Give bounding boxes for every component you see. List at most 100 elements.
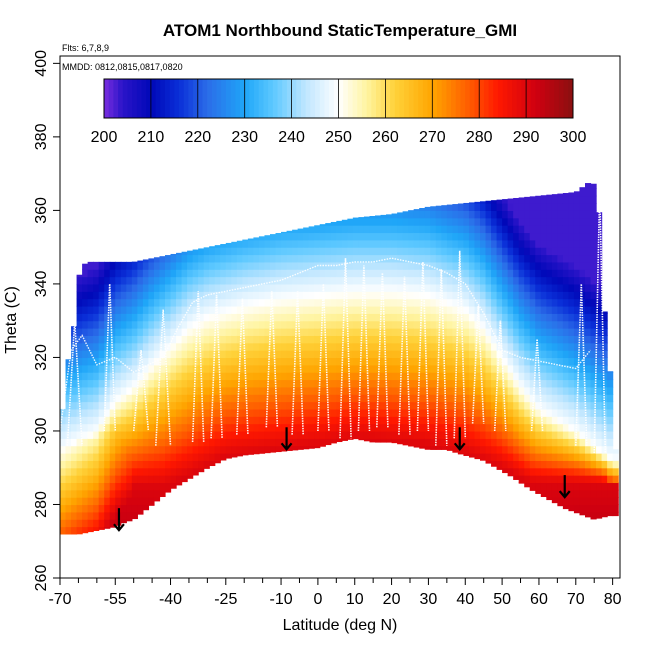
heat-cell <box>380 423 387 432</box>
heat-cell <box>518 269 525 278</box>
heat-cell <box>546 328 553 336</box>
heat-cell <box>601 497 608 506</box>
heat-cell <box>126 467 133 476</box>
heat-cell <box>568 453 575 461</box>
heat-cell <box>435 283 442 292</box>
heat-cell <box>142 489 150 498</box>
heat-cell <box>76 423 83 432</box>
heat-cell <box>225 394 232 403</box>
heat-cell <box>87 379 94 388</box>
heat-cell <box>585 298 592 307</box>
heat-cell <box>485 305 492 314</box>
heat-cell <box>192 379 199 388</box>
heat-cell <box>496 335 503 344</box>
heat-cell <box>131 269 138 278</box>
heat-cell <box>137 357 144 366</box>
heat-cell <box>562 305 570 314</box>
x-axis-label: Latitude (deg N) <box>283 617 398 634</box>
heat-cell <box>524 438 531 447</box>
heat-cell <box>375 225 382 234</box>
heat-cell <box>109 475 116 484</box>
heat-cell <box>93 283 100 292</box>
heat-cell <box>120 394 127 403</box>
heat-cell <box>375 430 382 439</box>
heat-cell <box>314 372 321 381</box>
heat-cell <box>341 342 348 351</box>
heat-cell <box>82 460 89 469</box>
heat-cell <box>457 225 465 234</box>
heat-cell <box>397 328 404 336</box>
heat-cell <box>375 269 382 278</box>
heat-cell <box>126 438 133 447</box>
heat-cell <box>303 445 310 450</box>
heat-cell <box>98 482 105 491</box>
heat-cell <box>176 460 183 469</box>
heat-cell <box>529 453 536 461</box>
heat-cell <box>513 247 520 256</box>
heat-cell <box>98 269 105 278</box>
heat-cell <box>258 276 266 285</box>
heat-cell <box>408 254 415 263</box>
heat-cell <box>397 342 404 351</box>
heat-cell <box>137 260 144 263</box>
heat-cell <box>435 350 442 359</box>
heat-cell <box>325 291 332 300</box>
heat-cell <box>236 416 243 425</box>
heat-cell <box>419 210 426 219</box>
heat-cell <box>579 239 586 248</box>
heat-cell <box>391 328 398 336</box>
heat-cell <box>535 195 542 204</box>
heat-cell <box>203 254 210 263</box>
heat-cell <box>590 276 597 285</box>
heat-cell <box>98 335 105 344</box>
heat-cell <box>568 335 575 344</box>
heat-cell <box>209 313 216 322</box>
heat-cell <box>292 416 299 425</box>
heat-cell <box>557 283 564 292</box>
heat-cell <box>198 342 205 351</box>
heat-cell <box>485 217 492 226</box>
heat-cell <box>402 430 409 439</box>
heat-cell <box>71 526 78 535</box>
heat-cell <box>253 269 260 278</box>
heat-cell <box>480 239 487 248</box>
heat-cell <box>507 460 514 469</box>
heat-cell <box>601 311 608 314</box>
heat-cell <box>518 401 525 410</box>
colorbar-cell <box>202 79 208 118</box>
heat-cell <box>535 460 542 469</box>
heat-cell <box>480 364 487 373</box>
heat-cell <box>524 313 531 322</box>
heat-cell <box>540 210 547 219</box>
heat-cell <box>286 386 293 395</box>
heat-cell <box>546 247 553 256</box>
heat-cell <box>601 467 608 476</box>
heat-cell <box>529 298 536 307</box>
heat-cell <box>375 416 382 425</box>
heat-cell <box>93 430 100 439</box>
heat-cell <box>170 401 177 410</box>
heat-cell <box>264 394 271 403</box>
heat-cell <box>137 261 144 270</box>
heat-cell <box>109 291 116 300</box>
heat-cell <box>347 430 354 439</box>
heat-cell <box>98 283 105 292</box>
heat-cell <box>380 364 387 373</box>
heat-cell <box>568 445 575 454</box>
heat-cell <box>491 305 498 314</box>
heat-cell <box>480 328 487 336</box>
heat-cell <box>612 449 619 454</box>
heat-cell <box>435 305 442 314</box>
heat-cell <box>513 445 520 454</box>
heat-cell <box>507 247 514 256</box>
heat-cell <box>65 372 72 381</box>
heat-cell <box>546 430 553 439</box>
heat-cell <box>93 511 100 520</box>
heat-cell <box>258 364 266 373</box>
heat-cell <box>408 210 415 211</box>
heat-cell <box>413 438 420 447</box>
heat-cell <box>153 379 161 388</box>
heat-cell <box>170 298 177 307</box>
heat-cell <box>435 379 442 388</box>
heat-cell <box>148 291 155 300</box>
